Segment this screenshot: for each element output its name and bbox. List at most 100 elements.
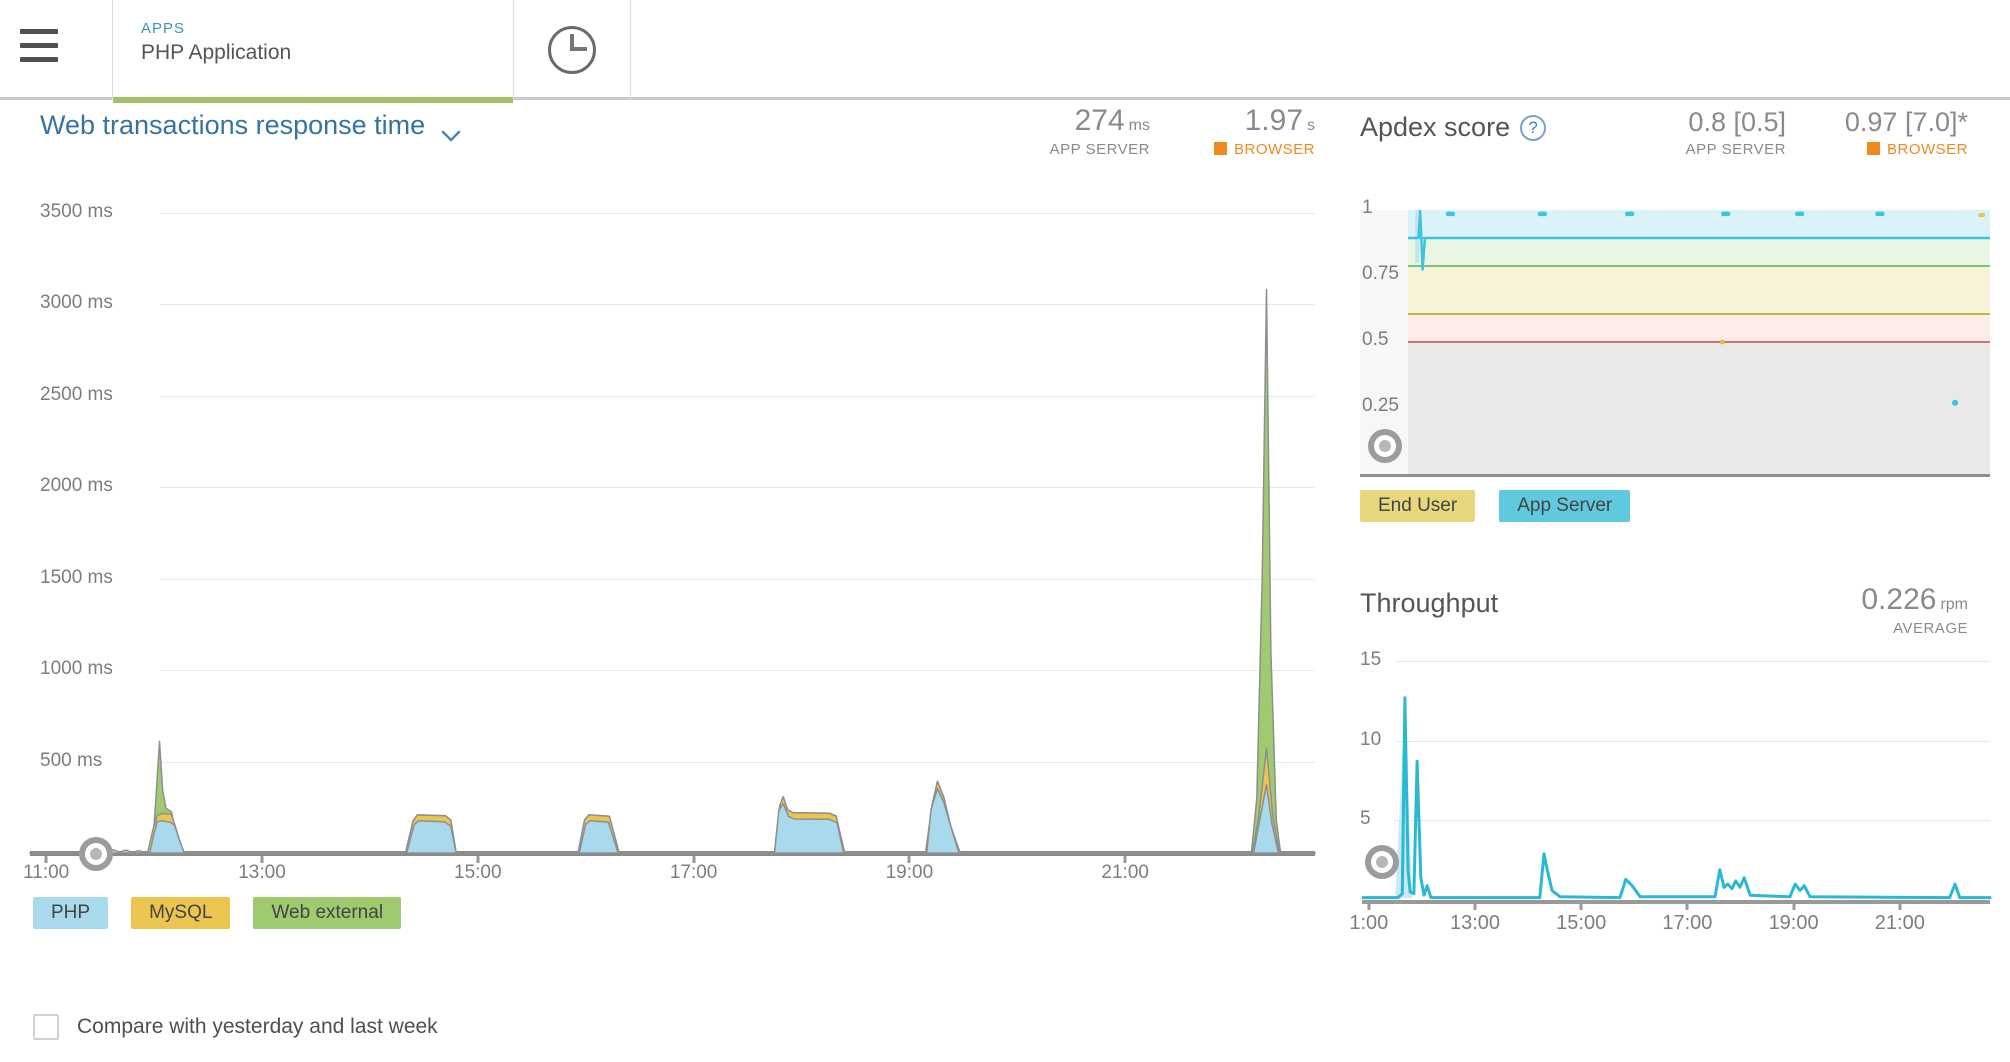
active-tab-underline — [113, 97, 513, 103]
response-time-chart[interactable] — [29, 200, 1316, 860]
legend-button-web-external[interactable]: Web external — [253, 897, 402, 929]
x-axis-label: 1:00 — [1349, 912, 1389, 934]
x-axis-label: 19:00 — [1768, 912, 1819, 934]
gridline — [160, 487, 1315, 488]
x-axis-label: 15:00 — [454, 862, 502, 883]
app-server-response-stat: 274 ms APP SERVER — [1049, 104, 1150, 158]
x-axis-label: 17:00 — [1662, 912, 1713, 934]
compare-row: Compare with yesterday and last week — [33, 1014, 438, 1040]
compare-checkbox[interactable] — [33, 1014, 59, 1040]
throughput-average-stat: 0.226 rpm AVERAGE — [1861, 583, 1968, 637]
x-axis-tick — [692, 856, 696, 863]
apdex-y-label: 0.75 — [1362, 263, 1399, 284]
tab-eyebrow: APPS — [141, 20, 186, 37]
apdex-title: Apdex score — [1360, 112, 1511, 142]
apdex-marker — [1721, 211, 1731, 217]
main-chart-title-dropdown[interactable]: Web transactions response time — [40, 110, 461, 142]
apdex-band — [1408, 237, 1990, 266]
x-axis-tick — [1685, 904, 1689, 910]
apdex-marker — [1445, 211, 1455, 217]
browser-swatch — [1213, 142, 1227, 155]
x-axis-tick — [1123, 856, 1127, 863]
apdex-chart[interactable] — [1408, 210, 1990, 474]
y-axis-label: 2500 ms — [40, 383, 113, 405]
main-chart-drag-handle-icon[interactable] — [79, 837, 113, 871]
x-axis-tick — [476, 856, 480, 863]
y-axis-label: 1500 ms — [40, 566, 113, 588]
throughput-title: Throughput — [1360, 588, 1499, 618]
x-axis-label: 21:00 — [1874, 912, 1925, 934]
x-axis-label: 11:00 — [23, 862, 70, 883]
throughput-chart[interactable] — [1361, 645, 1992, 900]
apdex-band — [1408, 210, 1990, 238]
y-axis-label: 15 — [1360, 649, 1382, 671]
throughput-x-axis — [1362, 900, 1990, 904]
x-axis-label: 13:00 — [238, 862, 286, 883]
app-name: PHP Application — [141, 41, 292, 64]
legend-button-app-server[interactable]: App Server — [1499, 490, 1631, 522]
apdex-y-label: 0.25 — [1362, 395, 1399, 416]
apdex-x-axis — [1360, 474, 1990, 477]
x-axis-tick — [1898, 904, 1902, 910]
top-nav-bar: APPS PHP Application — [0, 0, 2010, 103]
apdex-end-marker — [1978, 212, 1986, 217]
apdex-app-server-stat: 0.8 [0.5] APP SERVER — [1685, 107, 1786, 158]
browser-swatch — [1866, 142, 1880, 155]
apdex-y-label: 0.5 — [1362, 329, 1389, 350]
legend-button-end-user[interactable]: End User — [1360, 490, 1476, 522]
area-series-web-external — [29, 288, 1316, 854]
browser-response-stat: 1.97 s BROWSER — [1063, 104, 1315, 158]
response-time-legend: PHP MySQL Web external — [33, 897, 402, 929]
x-axis-tick — [1367, 904, 1371, 910]
apdex-title-row: Apdex score ? — [1360, 112, 1547, 143]
y-axis-label: 1000 ms — [40, 658, 113, 679]
area-series-php — [29, 783, 1316, 854]
throughput-title-row: Throughput — [1360, 588, 1498, 619]
tab-php-application[interactable]: APPS PHP Application — [112, 0, 513, 103]
apdex-dot — [1719, 339, 1725, 345]
apdex-marker — [1795, 211, 1805, 217]
x-axis-label: 15:00 — [1556, 912, 1607, 934]
apdex-y-label: 1 — [1362, 197, 1373, 218]
gridline — [160, 761, 1315, 763]
apdex-marker — [1625, 211, 1635, 217]
gridline — [1395, 820, 1990, 822]
x-axis-tick — [907, 856, 911, 863]
x-axis-tick — [1579, 904, 1583, 910]
x-axis-tick — [1473, 904, 1477, 910]
throughput-chart-drag-handle-icon[interactable] — [1365, 845, 1399, 879]
gridline — [1395, 661, 1990, 663]
apdex-band — [1408, 314, 1990, 342]
apdex-chart-drag-handle-icon[interactable] — [1368, 429, 1402, 463]
gridline — [160, 670, 1315, 671]
apdex-dot — [1952, 399, 1959, 406]
apdex-browser-stat: 0.97 [7.0]* BROWSER — [1844, 107, 1968, 158]
apdex-marker — [1537, 211, 1547, 217]
gridline — [160, 395, 1315, 397]
help-icon[interactable]: ? — [1520, 114, 1547, 141]
compare-label[interactable]: Compare with yesterday and last week — [77, 1015, 438, 1038]
gridline — [1395, 740, 1990, 742]
gridline — [160, 304, 1315, 305]
y-axis-label: 3000 ms — [40, 292, 113, 313]
apdex-legend: End User App Server — [1360, 490, 1631, 522]
y-axis-label: 10 — [1360, 728, 1382, 750]
apdex-app-server-line — [1408, 210, 1990, 271]
gridline — [160, 212, 1315, 214]
throughput-line — [1361, 696, 1992, 900]
area-series-mysql — [29, 747, 1316, 854]
x-axis-label: 21:00 — [1101, 862, 1149, 883]
gridline — [160, 578, 1315, 580]
x-axis-tick — [260, 856, 264, 863]
y-axis-label: 3500 ms — [40, 200, 113, 222]
chevron-down-icon — [441, 119, 461, 142]
main-chart-title: Web transactions response time — [40, 110, 426, 140]
apdex-marker — [1875, 211, 1885, 217]
x-axis-label: 19:00 — [885, 862, 934, 883]
tab-time-picker[interactable] — [513, 0, 631, 100]
y-axis-label: 500 ms — [40, 749, 103, 771]
legend-button-php[interactable]: PHP — [33, 897, 109, 929]
hamburger-menu-icon[interactable] — [20, 29, 58, 71]
clock-icon — [548, 26, 596, 74]
legend-button-mysql[interactable]: MySQL — [131, 897, 231, 929]
